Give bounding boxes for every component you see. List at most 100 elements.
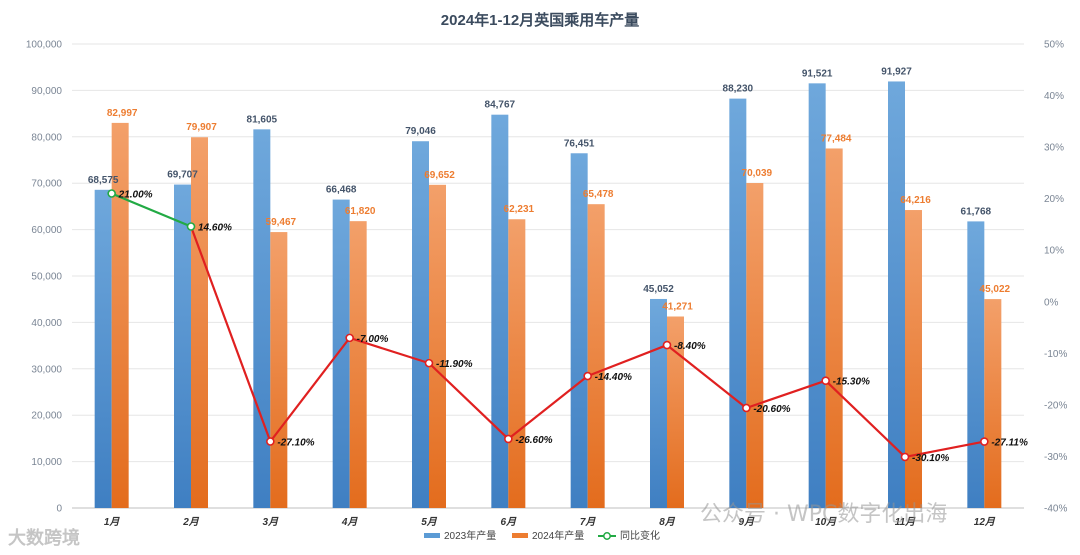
yoy-segment (269, 337, 351, 443)
label-2024: 79,907 (186, 122, 217, 133)
x-tick-label: 4月 (341, 516, 359, 528)
yoy-point (107, 189, 116, 198)
y-right-tick-label: 10% (1044, 246, 1064, 257)
label-2024: 65,478 (583, 189, 614, 200)
label-2024: 62,231 (504, 204, 535, 215)
bar-2023 (491, 114, 509, 508)
bar-2024 (508, 219, 526, 508)
y-axis-left: 0 10,000 20,000 30,000 40,000 50,000 60,000 70,… (26, 40, 63, 515)
x-axis: 1月 2月 3月 4月 5月 6月 7月 8月 9月 10月 11月 12月 (104, 516, 996, 528)
bar-2024 (111, 122, 129, 508)
bar-2023 (174, 184, 191, 509)
label-yoy: -8.40% (674, 341, 706, 352)
legend-label: 同比变化 (620, 529, 660, 542)
label-2024: 82,997 (107, 108, 138, 119)
bar-series (94, 81, 1002, 509)
bar-2024 (429, 184, 446, 509)
yoy-segment (824, 379, 906, 458)
label-2024: 61,820 (345, 206, 376, 217)
bar-2023 (888, 81, 905, 509)
yoy-segment (428, 362, 510, 440)
x-tick-label: 7月 (580, 516, 597, 528)
bar-2023 (332, 199, 350, 508)
label-yoy: -7.00% (357, 334, 389, 345)
label-2023: 66,468 (326, 185, 357, 196)
label-2024: 70,039 (742, 168, 773, 179)
y-right-tick-label: -20% (1044, 400, 1067, 411)
legend-label: 2024年产量 (532, 529, 584, 542)
yoy-point (186, 222, 196, 231)
yoy-point (345, 333, 354, 343)
label-yoy: -26.60% (515, 435, 552, 446)
label-yoy: 21.00% (118, 190, 153, 201)
label-yoy: -27.11% (991, 438, 1028, 449)
yoy-segment (745, 379, 827, 410)
legend-marker (603, 532, 611, 540)
x-tick-label: 3月 (263, 516, 280, 528)
x-tick-label: 6月 (501, 516, 518, 528)
yoy-segment (189, 226, 272, 442)
label-yoy: -27.10% (277, 437, 314, 448)
label-2023: 45,052 (643, 284, 674, 295)
y-left-tick-label: 90,000 (31, 86, 62, 97)
bar-2024 (270, 232, 288, 508)
y-right-tick-label: -30% (1044, 452, 1067, 463)
bar-2023 (570, 153, 588, 508)
label-yoy: -14.40% (595, 372, 632, 383)
yoy-segment (349, 336, 430, 365)
yoy-segment (507, 375, 589, 440)
x-tick-label: 10月 (815, 516, 837, 528)
x-tick-label: 11月 (895, 516, 916, 528)
yoy-line-series (107, 189, 989, 462)
bar-2024 (984, 299, 1002, 508)
label-2024: 77,484 (821, 133, 852, 144)
y-left-tick-label: 80,000 (31, 132, 62, 143)
label-2024: 64,216 (900, 195, 931, 206)
chart-title: 2024年1-12月英国乘用车产量 (441, 11, 639, 29)
y-left-tick-label: 100,000 (26, 40, 63, 51)
x-tick-label: 12月 (974, 516, 996, 528)
bar-2023 (253, 129, 271, 509)
bar-2023 (650, 298, 667, 508)
y-left-tick-label: 10,000 (31, 457, 62, 468)
bar-2024 (349, 221, 367, 508)
y-right-tick-label: -40% (1044, 504, 1067, 515)
bar-2024 (191, 137, 208, 509)
x-tick-label: 5月 (421, 516, 438, 528)
y-right-tick-label: -10% (1044, 349, 1067, 360)
x-tick-label: 2月 (182, 516, 200, 528)
y-axis-right: -40% -30% -20% -10% 0% 10% 20% 30% 40% 50% (1044, 40, 1067, 515)
yoy-point (266, 437, 275, 446)
y-left-tick-label: 20,000 (31, 411, 62, 422)
yoy-segment (111, 192, 192, 228)
yoy-point (504, 434, 513, 444)
gridlines (72, 43, 1024, 509)
bar-2024 (587, 204, 605, 509)
x-tick-label: 8月 (659, 516, 676, 528)
yoy-point (980, 437, 989, 446)
label-yoy: -11.90% (436, 359, 473, 370)
label-2023: 91,521 (802, 68, 833, 79)
bar-2024 (905, 210, 922, 508)
label-2023: 81,605 (247, 114, 278, 125)
y-left-tick-label: 70,000 (31, 179, 62, 190)
legend-swatch (424, 533, 440, 538)
label-2024: 69,652 (424, 170, 455, 181)
yoy-point (742, 403, 751, 413)
label-2024: 41,271 (662, 302, 693, 313)
y-right-tick-label: 0% (1044, 297, 1059, 308)
y-left-tick-label: 0 (56, 504, 62, 515)
y-right-tick-label: 20% (1044, 194, 1064, 205)
label-2024: 45,022 (980, 284, 1011, 295)
label-yoy: 14.60% (198, 223, 232, 234)
legend: 2023年产量 2024年产量 同比变化 (424, 529, 660, 542)
watermark-corner: 大数跨境 (8, 528, 80, 549)
bar-2023 (94, 189, 112, 508)
bar-2024 (667, 316, 684, 508)
legend-label: 2023年产量 (444, 529, 496, 542)
label-2023: 88,230 (723, 84, 754, 95)
y-left-tick-label: 50,000 (31, 272, 62, 283)
yoy-point (583, 371, 592, 381)
yoy-point (662, 340, 672, 350)
label-2023: 68,575 (88, 175, 119, 186)
